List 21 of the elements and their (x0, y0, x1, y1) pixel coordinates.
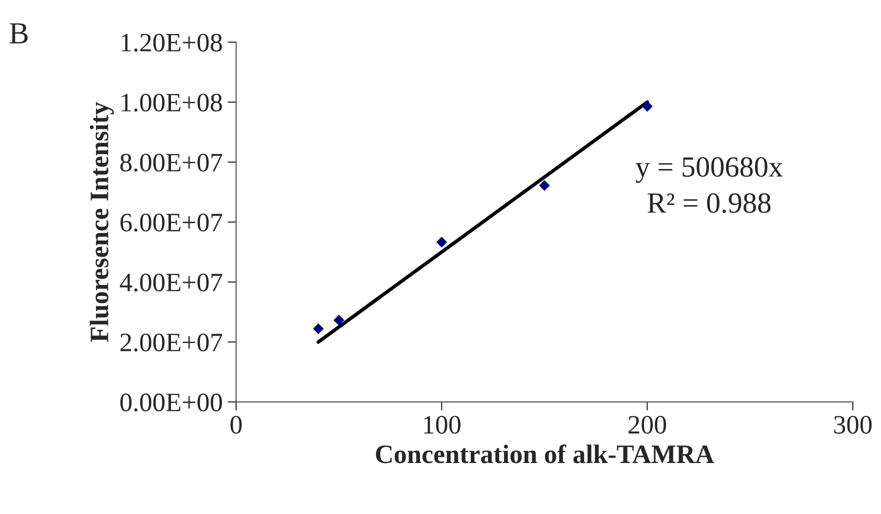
x-axis-title: Concentration of alk-TAMRA (376, 444, 714, 464)
point (334, 314, 344, 326)
y-axis-title: Fluoresence Intensity (90, 102, 114, 342)
x-tick-label: 300 (834, 416, 872, 434)
y-tick-label: 1.20E+08 (122, 34, 222, 52)
annotation: y = 500680x (636, 157, 783, 183)
point (312, 323, 324, 334)
x-tick-label: 0 (230, 416, 242, 434)
annotation: R² = 0.988 (648, 193, 771, 214)
y-tick-label: 0.00E+00 (120, 394, 222, 412)
y-tick-label: 2.00E+07 (120, 334, 222, 352)
y-tick-label: 8.00E+07 (120, 154, 222, 172)
point (539, 180, 550, 191)
x-tick-label: 100 (424, 416, 460, 434)
point (436, 236, 448, 248)
y-tick-label: 1.00E+08 (122, 94, 222, 112)
text: B (10, 23, 28, 44)
x-tick-label: 200 (628, 416, 666, 434)
point (642, 100, 653, 112)
y-tick-label: 4.00E+07 (120, 274, 222, 292)
y-tick-label: 6.00E+07 (120, 214, 222, 232)
